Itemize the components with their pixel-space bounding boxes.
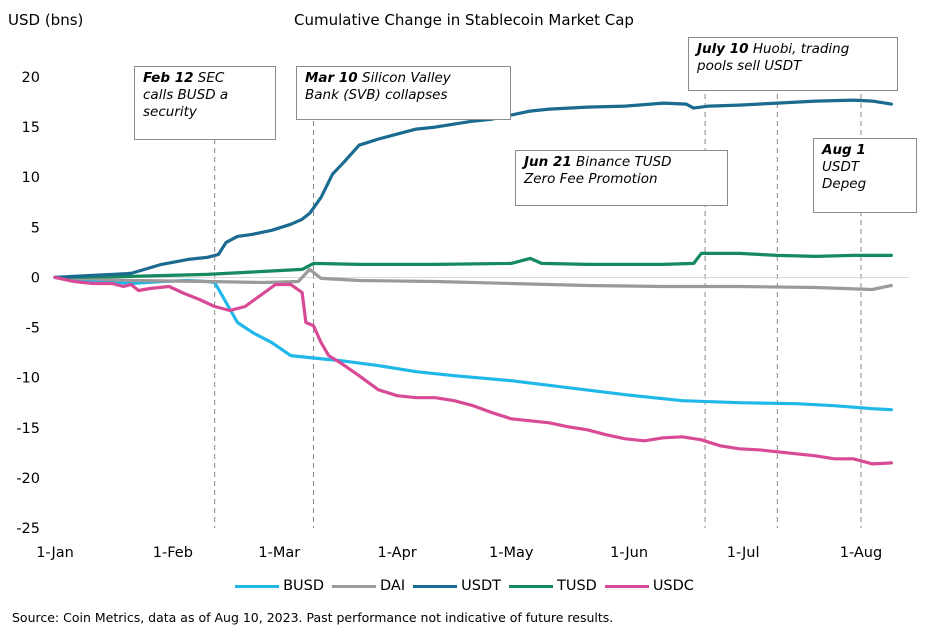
series-line-busd [53, 275, 893, 412]
legend-item-busd: BUSD [235, 578, 324, 594]
y-tick-label: -20 [16, 471, 40, 487]
y-tick-label: 20 [22, 70, 40, 86]
event-lines [214, 67, 862, 528]
annotation-mar10: Mar 10 Silicon Valley Bank (SVB) collaps… [296, 66, 511, 120]
annotation-text: Silicon Valley [357, 70, 451, 86]
annotation-text: USDT [822, 159, 860, 175]
annotation-jun21: Jun 21 Binance TUSD Zero Fee Promotion [515, 150, 728, 206]
series-line-usdc [53, 275, 893, 466]
series-line-usdt [53, 98, 893, 279]
annotation-text: Huobi, trading [748, 41, 850, 57]
chart-legend: BUSD DAI USDT TUSD USDC [0, 578, 929, 594]
annotation-date: Feb 12 [143, 70, 194, 86]
annotation-feb12: Feb 12 SEC calls BUSD a security [134, 66, 276, 140]
y-axis-label: USD (bns) [8, 11, 83, 29]
x-tick-label: 1-Jun [610, 545, 648, 561]
legend-label: USDT [461, 578, 501, 594]
legend-item-dai: DAI [332, 578, 405, 594]
annotation-text: security [143, 104, 197, 120]
annotation-date: July 10 [697, 41, 749, 57]
annotation-text: Zero Fee Promotion [524, 171, 658, 187]
annotation-text: Bank (SVB) collapses [305, 87, 448, 103]
x-tick-label: 1-May [489, 545, 534, 561]
x-axis-ticks: 1-Jan 1-Feb 1-Mar 1-Apr 1-May 1-Jun 1-Jul 1-Aug [36, 545, 882, 561]
y-tick-label: 15 [22, 120, 40, 136]
y-tick-label: -25 [16, 521, 40, 537]
y-axis-ticks: 20 15 10 5 0 -5 -10 -15 -20 -25 [16, 70, 40, 537]
y-tick-label: -5 [26, 321, 40, 337]
legend-label: DAI [380, 578, 406, 594]
legend-swatch [413, 584, 458, 588]
annotation-text: pools sell USDT [697, 58, 802, 74]
y-tick-label: 10 [22, 170, 40, 186]
y-tick-label: -15 [16, 421, 40, 437]
series-layer [53, 98, 893, 466]
legend-swatch [235, 584, 280, 588]
annotation-text: Depeg [822, 176, 867, 192]
annotation-text: SEC [193, 70, 225, 86]
legend-label: USDC [652, 578, 694, 594]
x-tick-label: 1-Jan [36, 545, 74, 561]
series-line-dai [53, 267, 893, 292]
annotation-date: Mar 10 [305, 70, 358, 86]
x-tick-label: 1-Aug [840, 545, 882, 561]
chart-title: Cumulative Change in Stablecoin Market C… [294, 11, 634, 29]
legend-item-usdt: USDT [413, 578, 501, 594]
annotation-text: Binance TUSD [571, 154, 672, 170]
annotation-text: calls BUSD a [143, 87, 229, 103]
legend-item-tusd: TUSD [508, 578, 597, 594]
legend-swatch [508, 584, 553, 588]
x-tick-label: 1-Apr [378, 545, 417, 561]
legend-swatch [604, 584, 649, 588]
annotation-aug1: Aug 1 USDT Depeg [813, 138, 917, 213]
series-line-tusd [53, 251, 893, 279]
x-tick-label: 1-Mar [258, 545, 300, 561]
y-tick-label: 5 [31, 220, 40, 236]
annotation-jul10: July 10 Huobi, trading pools sell USDT [688, 37, 898, 91]
x-tick-label: 1-Feb [153, 545, 193, 561]
legend-swatch [332, 584, 377, 588]
x-tick-label: 1-Jul [727, 545, 760, 561]
legend-label: BUSD [283, 578, 325, 594]
chart-svg: USD (bns) Cumulative Change in Stablecoi… [8, 11, 909, 561]
legend-label: TUSD [556, 578, 597, 594]
source-note: Source: Coin Metrics, data as of Aug 10,… [12, 610, 614, 625]
annotation-date: Jun 21 [524, 154, 572, 170]
annotation-date: Aug 1 [822, 142, 866, 158]
y-tick-label: 0 [31, 270, 40, 286]
y-tick-label: -10 [16, 371, 40, 387]
legend-item-usdc: USDC [604, 578, 694, 594]
